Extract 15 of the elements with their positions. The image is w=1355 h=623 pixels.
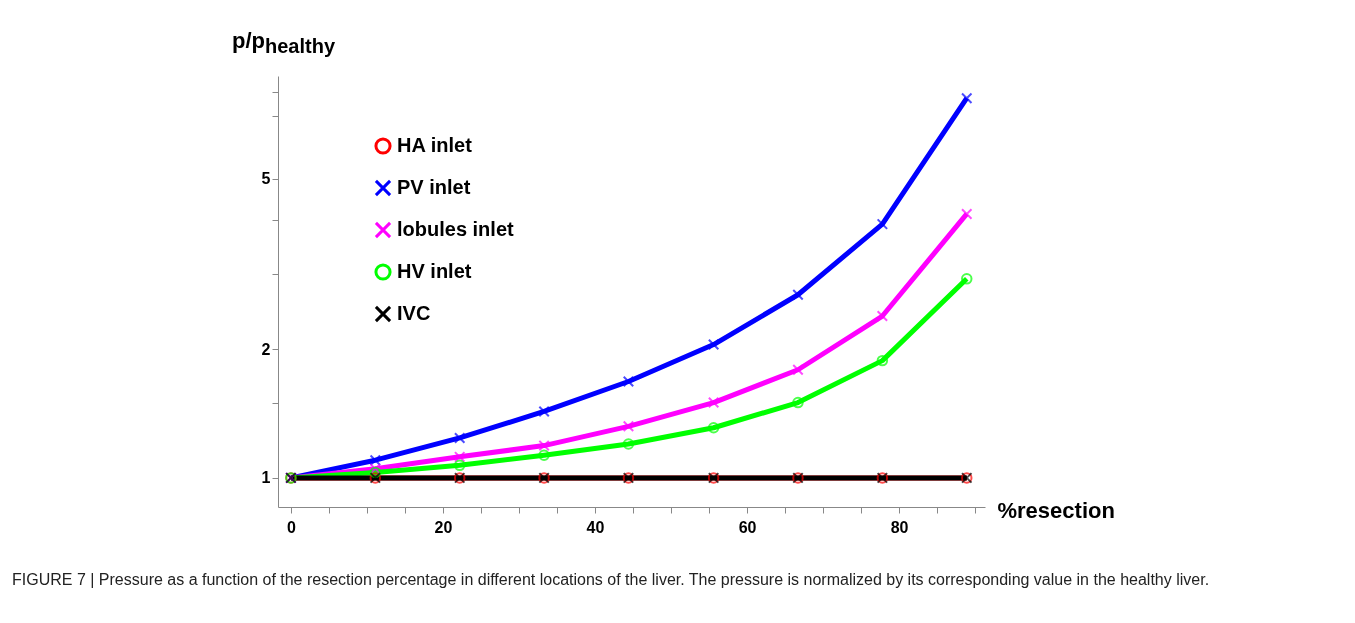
legend-label: IVC: [397, 302, 431, 324]
x-tick-label: 80: [890, 518, 909, 536]
y-tick-label: 5: [261, 170, 271, 188]
x-tick-label: 0: [286, 518, 296, 536]
legend-label: HV inlet: [397, 260, 472, 282]
x-axis-title: %resection: [997, 497, 1115, 523]
x-tick-label: 40: [586, 518, 605, 536]
x-tick-label: 60: [738, 518, 757, 536]
legend-label: HA inlet: [397, 134, 473, 156]
y-tick-label: 1: [261, 469, 271, 487]
legend-label: lobules inlet: [397, 218, 515, 240]
y-tick-label: 2: [261, 340, 271, 358]
legend-label: PV inlet: [397, 176, 471, 198]
x-tick-label: 20: [434, 518, 453, 536]
caption: FIGURE 7 | Pressure as a function of the resection percentage in different locations of the liver. The pressure is normalized by its corresponding value in the healthy liver.: [12, 570, 1211, 590]
